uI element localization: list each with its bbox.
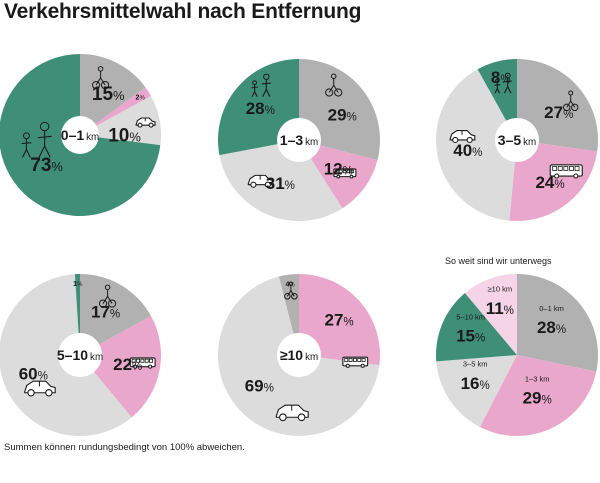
slice-value-label: 31%: [266, 174, 295, 193]
bus-icon: [342, 356, 369, 368]
pie-slice-dist-5-10: [435, 292, 517, 362]
distance-center-label: 0–1 km: [61, 127, 99, 143]
distance-center-label: 5–10 km: [57, 347, 103, 363]
donut-hole: [61, 116, 99, 154]
car-icon: [135, 117, 156, 128]
slice-value-label: 10%: [108, 126, 141, 147]
distance-center-label: 1–3 km: [280, 132, 318, 148]
pie-slice-oepnv: [80, 315, 161, 418]
pie-slice-oepnv: [299, 274, 380, 366]
pie-slice-dist-10-plus: [464, 274, 517, 355]
slice-value-label: 17%: [91, 303, 120, 322]
donut-hole: [277, 333, 321, 377]
pedestrians-icon: [251, 73, 271, 97]
slice-value-label: 22%: [113, 355, 142, 374]
slice-value-label: 24%: [535, 173, 564, 192]
car-icon: [247, 174, 274, 188]
car-icon: [275, 404, 309, 422]
slice-value-label: 12%: [324, 160, 353, 179]
bus-icon: [333, 168, 357, 179]
pie-slice-zu-fuss: [0, 54, 161, 216]
pie-slice-fahrrad: [80, 274, 151, 355]
pie-slice-oepnv: [509, 140, 598, 221]
slice-value-label: 40%: [453, 141, 482, 160]
pie-slice-auto: [219, 140, 343, 222]
slice-category-label: 3–5 km: [463, 360, 488, 369]
slice-value-label: 15%: [456, 327, 485, 346]
bus-icon: [549, 164, 583, 179]
pie-slice-fahrrad: [517, 59, 599, 152]
donut-hole: [495, 118, 539, 162]
pie-slice-dist-0-1: [517, 274, 598, 372]
slice-value-label: 27%: [324, 311, 353, 330]
pie-chart-6: 0–1 km 28% 1–3 km 29% 3–5 km 16% 5–10 km 15% ≥10…: [435, 274, 598, 437]
slice-value-label: 60%: [19, 364, 48, 383]
pie-slice-auto: [436, 69, 517, 221]
bus-icon: [129, 357, 156, 369]
pie-slice-zu-fuss: [217, 59, 299, 156]
slice-value-label: 69%: [245, 377, 274, 396]
pedestrians-icon: [21, 121, 52, 158]
slice-value-label: 28%: [246, 99, 275, 118]
slice-value-label: 29%: [523, 388, 552, 407]
distance-center-label: ≥10 km: [280, 347, 318, 363]
slice-value-label: 16%: [461, 374, 490, 393]
pie-chart-3: 27% 24% 40% 8% 3–5 km: [436, 59, 599, 221]
cyclist-icon: [563, 90, 579, 112]
pie-slice-fahrrad: [80, 54, 146, 135]
slice-value-label: 29%: [328, 105, 357, 124]
slice-category-label: ≥10 km: [488, 285, 513, 294]
car-icon: [449, 130, 476, 144]
donut-hole: [277, 118, 321, 162]
cyclist-icon: [91, 66, 110, 90]
slice-value-label: 11%: [486, 299, 514, 318]
pie-chart-5: 27% 69% 4% ≥10 km: [217, 274, 380, 436]
summary-chart-title: So weit sind wir unterwegs: [445, 256, 552, 266]
footnote: Summen können rundungsbedingt von 100% a…: [4, 442, 245, 453]
slice-value-label: 2%: [136, 94, 146, 101]
slice-value-label: 8%: [491, 68, 511, 87]
pie-slice-oepnv: [80, 87, 151, 135]
car-icon: [24, 380, 56, 397]
pie-chart-4: 17% 22% 60% 1% 5–10 km: [0, 274, 161, 436]
pie-slice-auto: [80, 95, 161, 146]
slice-value-label: 73%: [30, 155, 63, 176]
pie-slice-dist-3-5: [436, 355, 517, 427]
pie-chart-1: 15% 2% 10% 73% 0–1 km: [0, 54, 161, 216]
slice-value-label: 27%: [544, 103, 573, 122]
slice-value-label: 15%: [92, 84, 125, 105]
slice-category-label: 5–10 km: [456, 312, 485, 321]
slice-category-label: 0–1 km: [539, 304, 564, 313]
slice-value-label: 4%: [285, 282, 295, 289]
slice-category-label: 1–3 km: [525, 374, 550, 383]
cyclist-icon: [98, 284, 117, 308]
pie-chart-2: 29% 12% 31% 28% 1–3 km: [217, 58, 381, 222]
pie-slice-dist-1-3: [479, 355, 597, 437]
chart-title: Verkehrsmittelwahl nach Entfernung: [4, 0, 362, 23]
pedestrians-icon: [494, 72, 512, 94]
donut-hole: [58, 333, 102, 377]
slice-value-label: 1%: [73, 281, 83, 288]
cyclist-icon: [325, 73, 343, 97]
distance-center-label: 3–5 km: [498, 132, 536, 148]
slice-value-label: 28%: [537, 318, 566, 337]
cyclist-icon: [284, 281, 298, 300]
